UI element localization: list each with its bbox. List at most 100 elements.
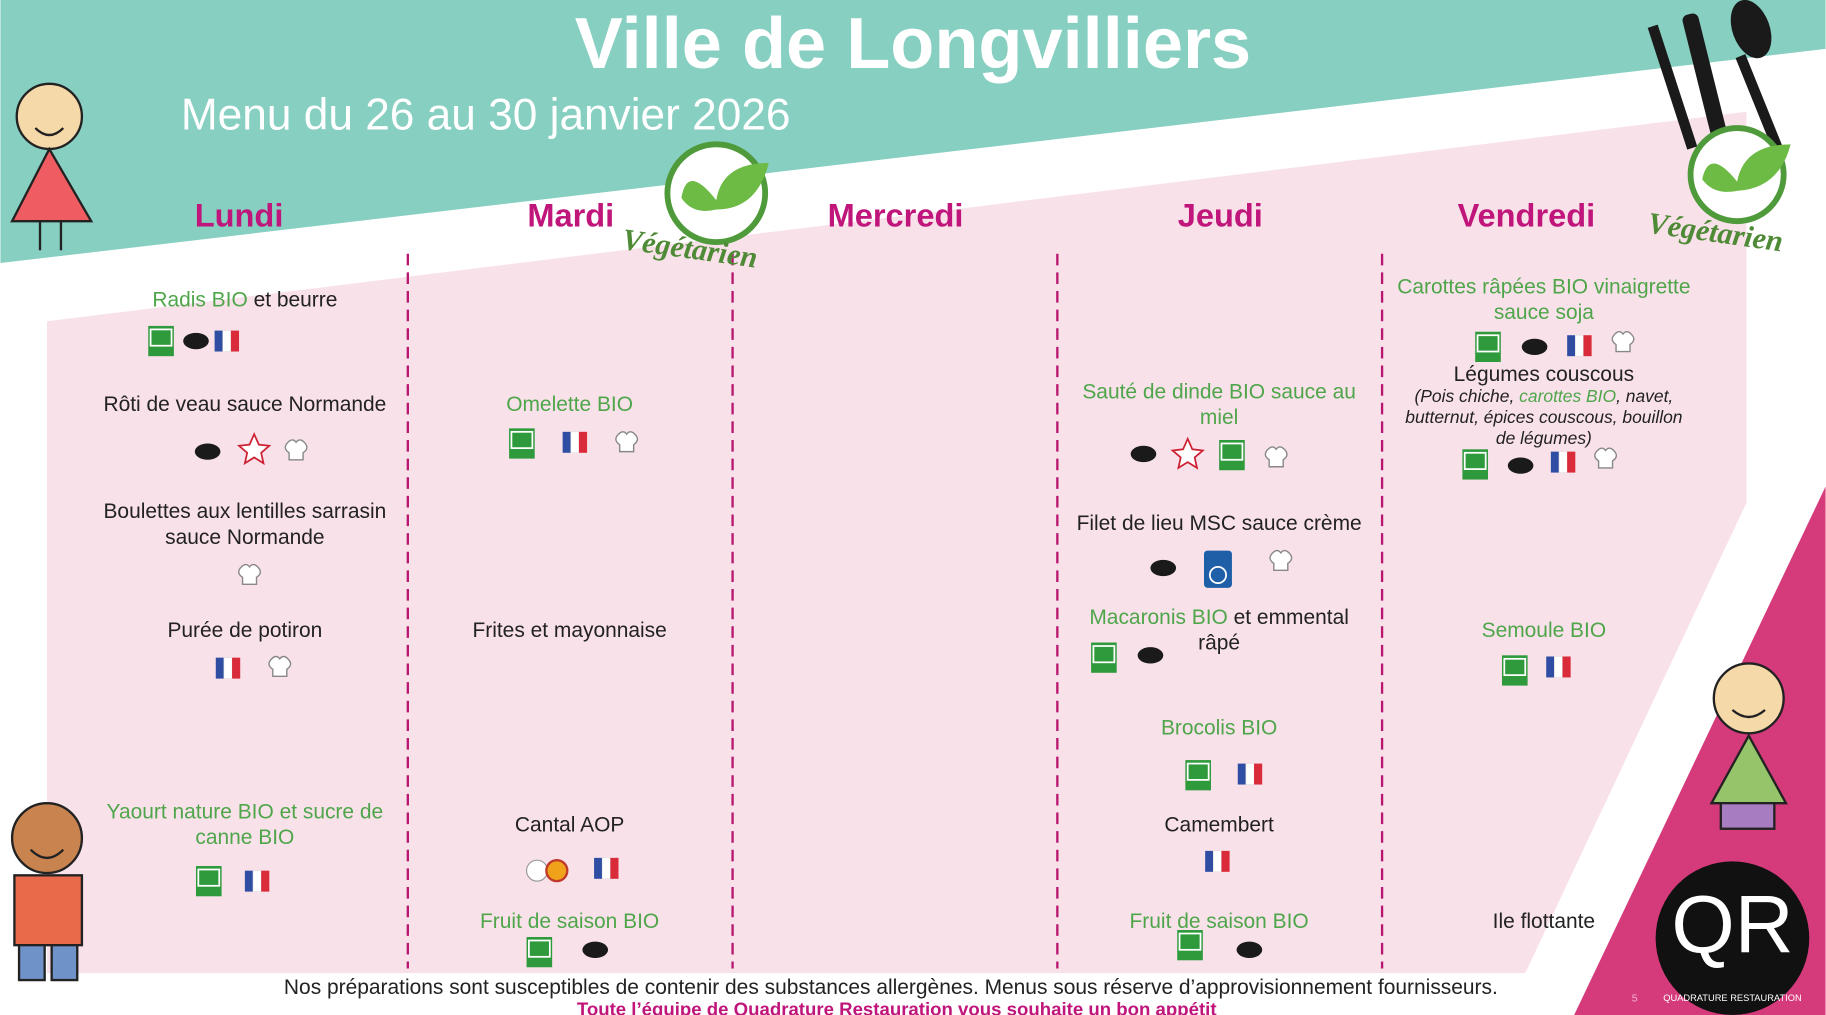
msc-logo — [1203, 550, 1232, 588]
homemade-badge — [1507, 457, 1534, 474]
flag-blue — [215, 657, 224, 679]
label-icon-ab — [526, 937, 553, 968]
dish-line: miel — [1200, 405, 1238, 428]
label-icon-ab — [1219, 439, 1245, 471]
dish-text: Frites et mayonnaise — [472, 618, 666, 641]
dish-line: Légumes couscous — [1454, 362, 1634, 385]
dish-text: de légumes) — [1496, 427, 1592, 447]
flag-blue — [1205, 850, 1214, 872]
day-name: Lundi — [195, 196, 284, 233]
dish-text: Omelette BIO — [506, 393, 633, 416]
label-icon-fr — [214, 330, 240, 352]
dish-text: Purée de potiron — [167, 618, 322, 641]
dish-text: (Pois chiche, — [1414, 386, 1519, 406]
homemade-badge — [1150, 559, 1177, 577]
label-icon-vf — [1170, 436, 1205, 470]
label-icon-vf — [236, 432, 272, 466]
allergen-notice: Nos préparations sont susceptibles de co… — [284, 976, 1498, 999]
label-icon-chef — [238, 563, 261, 586]
label-icon-chef — [1264, 446, 1288, 468]
ab-logo — [1091, 642, 1117, 673]
label-icon-fr — [1546, 656, 1571, 678]
flag-red — [261, 870, 270, 892]
homemade-badge — [582, 941, 609, 958]
label-icon-ab — [1501, 655, 1528, 686]
menu-content: Lundi Radis BIO et beurre Rôti de veau sau… — [103, 196, 1691, 968]
chef-hat — [1264, 446, 1288, 468]
label-icon-chef — [268, 655, 292, 677]
homemade-badge — [1521, 338, 1548, 356]
dish-line: Purée de potiron — [167, 618, 322, 641]
flag-white — [222, 330, 232, 352]
ab-logo-band — [197, 868, 221, 887]
dish-text: Carottes râpées BIO vinaigrette — [1397, 275, 1690, 298]
label-icon-ab — [1177, 930, 1203, 961]
ab-logo-band — [1463, 451, 1487, 470]
title: Ville de Longvilliers — [575, 4, 1251, 84]
dish-line: (Pois chiche, carottes BIO, navet, — [1414, 386, 1673, 406]
ab-logo — [148, 325, 174, 357]
label-icon-fr — [1550, 451, 1576, 473]
homemade-badge — [1137, 647, 1164, 664]
label-icon-fait — [194, 443, 221, 460]
label-icon-chef — [615, 431, 639, 453]
homemade-badge — [1236, 941, 1263, 958]
ab-logo — [1177, 930, 1203, 961]
msc-fish — [1208, 565, 1227, 585]
ab-logo-band — [1476, 334, 1500, 353]
dish-line: Brocolis BIO — [1161, 716, 1277, 739]
label-icon-fr — [1205, 850, 1230, 873]
ab-logo — [526, 937, 553, 968]
flag-red — [1254, 763, 1263, 785]
label-icon-fait — [1236, 941, 1263, 958]
flag-blue — [1550, 451, 1560, 473]
dish-line: Rôti de veau sauce Normande — [103, 393, 386, 416]
label-icon-ab — [1475, 331, 1501, 363]
flag-red — [232, 657, 241, 679]
dish-text: Rôti de veau sauce Normande — [103, 393, 386, 416]
dish-text: , navet, — [1616, 386, 1673, 406]
chef-hat — [1269, 549, 1293, 572]
flag-white — [1558, 451, 1568, 473]
flag-blue — [244, 870, 254, 892]
label-icon-fait — [1137, 647, 1164, 664]
flag-white — [1554, 656, 1563, 678]
dish-text: sauce soja — [1494, 301, 1594, 324]
label-icon-fait — [1130, 445, 1157, 463]
ab-logo-band — [1186, 762, 1210, 781]
dish-line: Camembert — [1164, 813, 1274, 836]
label-icon-aop — [525, 859, 569, 883]
label-icon-fr — [215, 657, 241, 679]
dish-line: Sauté de dinde BIO sauce au — [1082, 380, 1356, 403]
chef-hat — [1594, 447, 1618, 469]
ab-logo — [1219, 439, 1245, 471]
dish-line: Radis BIO et beurre — [152, 288, 337, 311]
dish-text: Fruit de saison BIO — [1130, 909, 1309, 932]
chef-hat — [284, 439, 308, 461]
label-icon-ab — [1462, 449, 1489, 480]
header-band — [0, 0, 1826, 264]
day-name: Vendredi — [1458, 196, 1596, 233]
label-icon-ab — [1185, 760, 1211, 791]
flag-red — [610, 857, 619, 879]
dish-text: Macaronis BIO — [1089, 606, 1227, 629]
dish-line: râpé — [1198, 631, 1240, 654]
child-drawing — [10, 82, 1788, 982]
ab-logo-band — [1092, 645, 1116, 664]
dish-text: Brocolis BIO — [1161, 716, 1277, 739]
flag-blue — [1237, 763, 1246, 785]
vf-star — [236, 432, 272, 466]
dish-line: Cantal AOP — [515, 813, 624, 836]
label-icon-fr — [1567, 334, 1592, 357]
dish-text: et emmental — [1228, 606, 1349, 629]
dish-text: Yaourt nature BIO et sucre de — [107, 800, 384, 823]
page-number: 5 — [1632, 993, 1638, 1004]
aop-logo — [545, 859, 569, 883]
dish-text: miel — [1200, 405, 1238, 428]
day-name: Mercredi — [828, 196, 964, 233]
label-icon-fr — [562, 431, 588, 454]
dish-text: Camembert — [1164, 813, 1274, 836]
flag-white — [1245, 763, 1255, 785]
flag-blue — [594, 857, 603, 879]
